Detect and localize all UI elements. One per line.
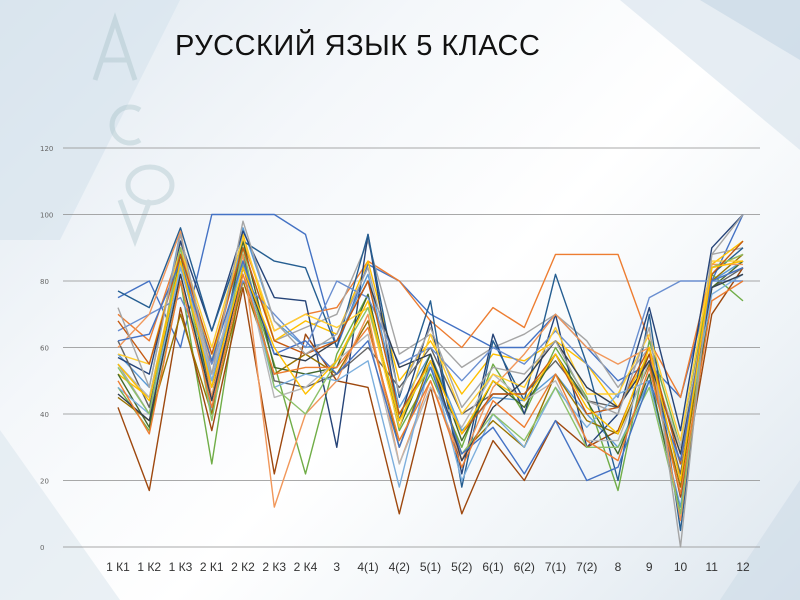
x-tick-label: 5(2) bbox=[451, 560, 472, 574]
x-tick-label: 4(2) bbox=[389, 560, 410, 574]
series-line-6 bbox=[117, 263, 744, 492]
series-line-22 bbox=[117, 273, 744, 495]
x-tick-label: 6(2) bbox=[514, 560, 535, 574]
x-tick-label: 12 bbox=[736, 560, 750, 574]
y-axis-ticks: 0 20 40 60 80 100 120 bbox=[40, 145, 53, 552]
series-lines bbox=[117, 213, 744, 548]
x-tick-label: 9 bbox=[646, 560, 653, 574]
y-tick-label: 20 bbox=[40, 478, 49, 486]
series-line-7 bbox=[117, 214, 744, 475]
y-tick-label: 60 bbox=[40, 345, 49, 353]
x-tick-label: 2 К4 bbox=[294, 560, 318, 574]
series-line-21 bbox=[117, 260, 744, 482]
x-tick-label: 11 bbox=[706, 560, 719, 574]
y-tick-label: 0 bbox=[40, 544, 44, 552]
series-line-15 bbox=[117, 260, 744, 465]
series-line-11 bbox=[117, 227, 744, 532]
x-tick-label: 1 К3 bbox=[169, 560, 193, 574]
series-line-16 bbox=[117, 237, 743, 442]
y-tick-label: 80 bbox=[40, 278, 49, 286]
x-axis-ticks: 1 К1 1 К2 1 К3 2 К1 2 К2 2 К3 2 К4 3 4(1) 4(2) 5(1… bbox=[106, 560, 750, 574]
y-tick-label: 100 bbox=[40, 212, 53, 220]
x-tick-label: 1 К1 bbox=[106, 560, 130, 574]
x-tick-label: 2 К1 bbox=[200, 560, 224, 574]
series-line-23 bbox=[117, 214, 744, 548]
y-tick-label: 40 bbox=[40, 411, 49, 419]
x-tick-label: 6(1) bbox=[482, 560, 503, 574]
x-tick-label: 7(1) bbox=[545, 560, 566, 574]
x-tick-label: 4(1) bbox=[357, 560, 378, 574]
x-tick-label: 10 bbox=[674, 560, 688, 574]
slide-title: РУССКИЙ ЯЗЫК 5 КЛАСС bbox=[175, 30, 541, 62]
y-tick-label: 120 bbox=[40, 145, 53, 153]
x-tick-label: 2 К3 bbox=[262, 560, 286, 574]
x-tick-label: 2 К2 bbox=[231, 560, 255, 574]
x-tick-label: 1 К2 bbox=[137, 560, 161, 574]
x-tick-label: 3 bbox=[333, 560, 340, 574]
x-tick-label: 5(1) bbox=[420, 560, 441, 574]
x-tick-label: 8 bbox=[615, 560, 622, 574]
series-line-24 bbox=[117, 260, 744, 482]
x-tick-label: 7(2) bbox=[576, 560, 597, 574]
